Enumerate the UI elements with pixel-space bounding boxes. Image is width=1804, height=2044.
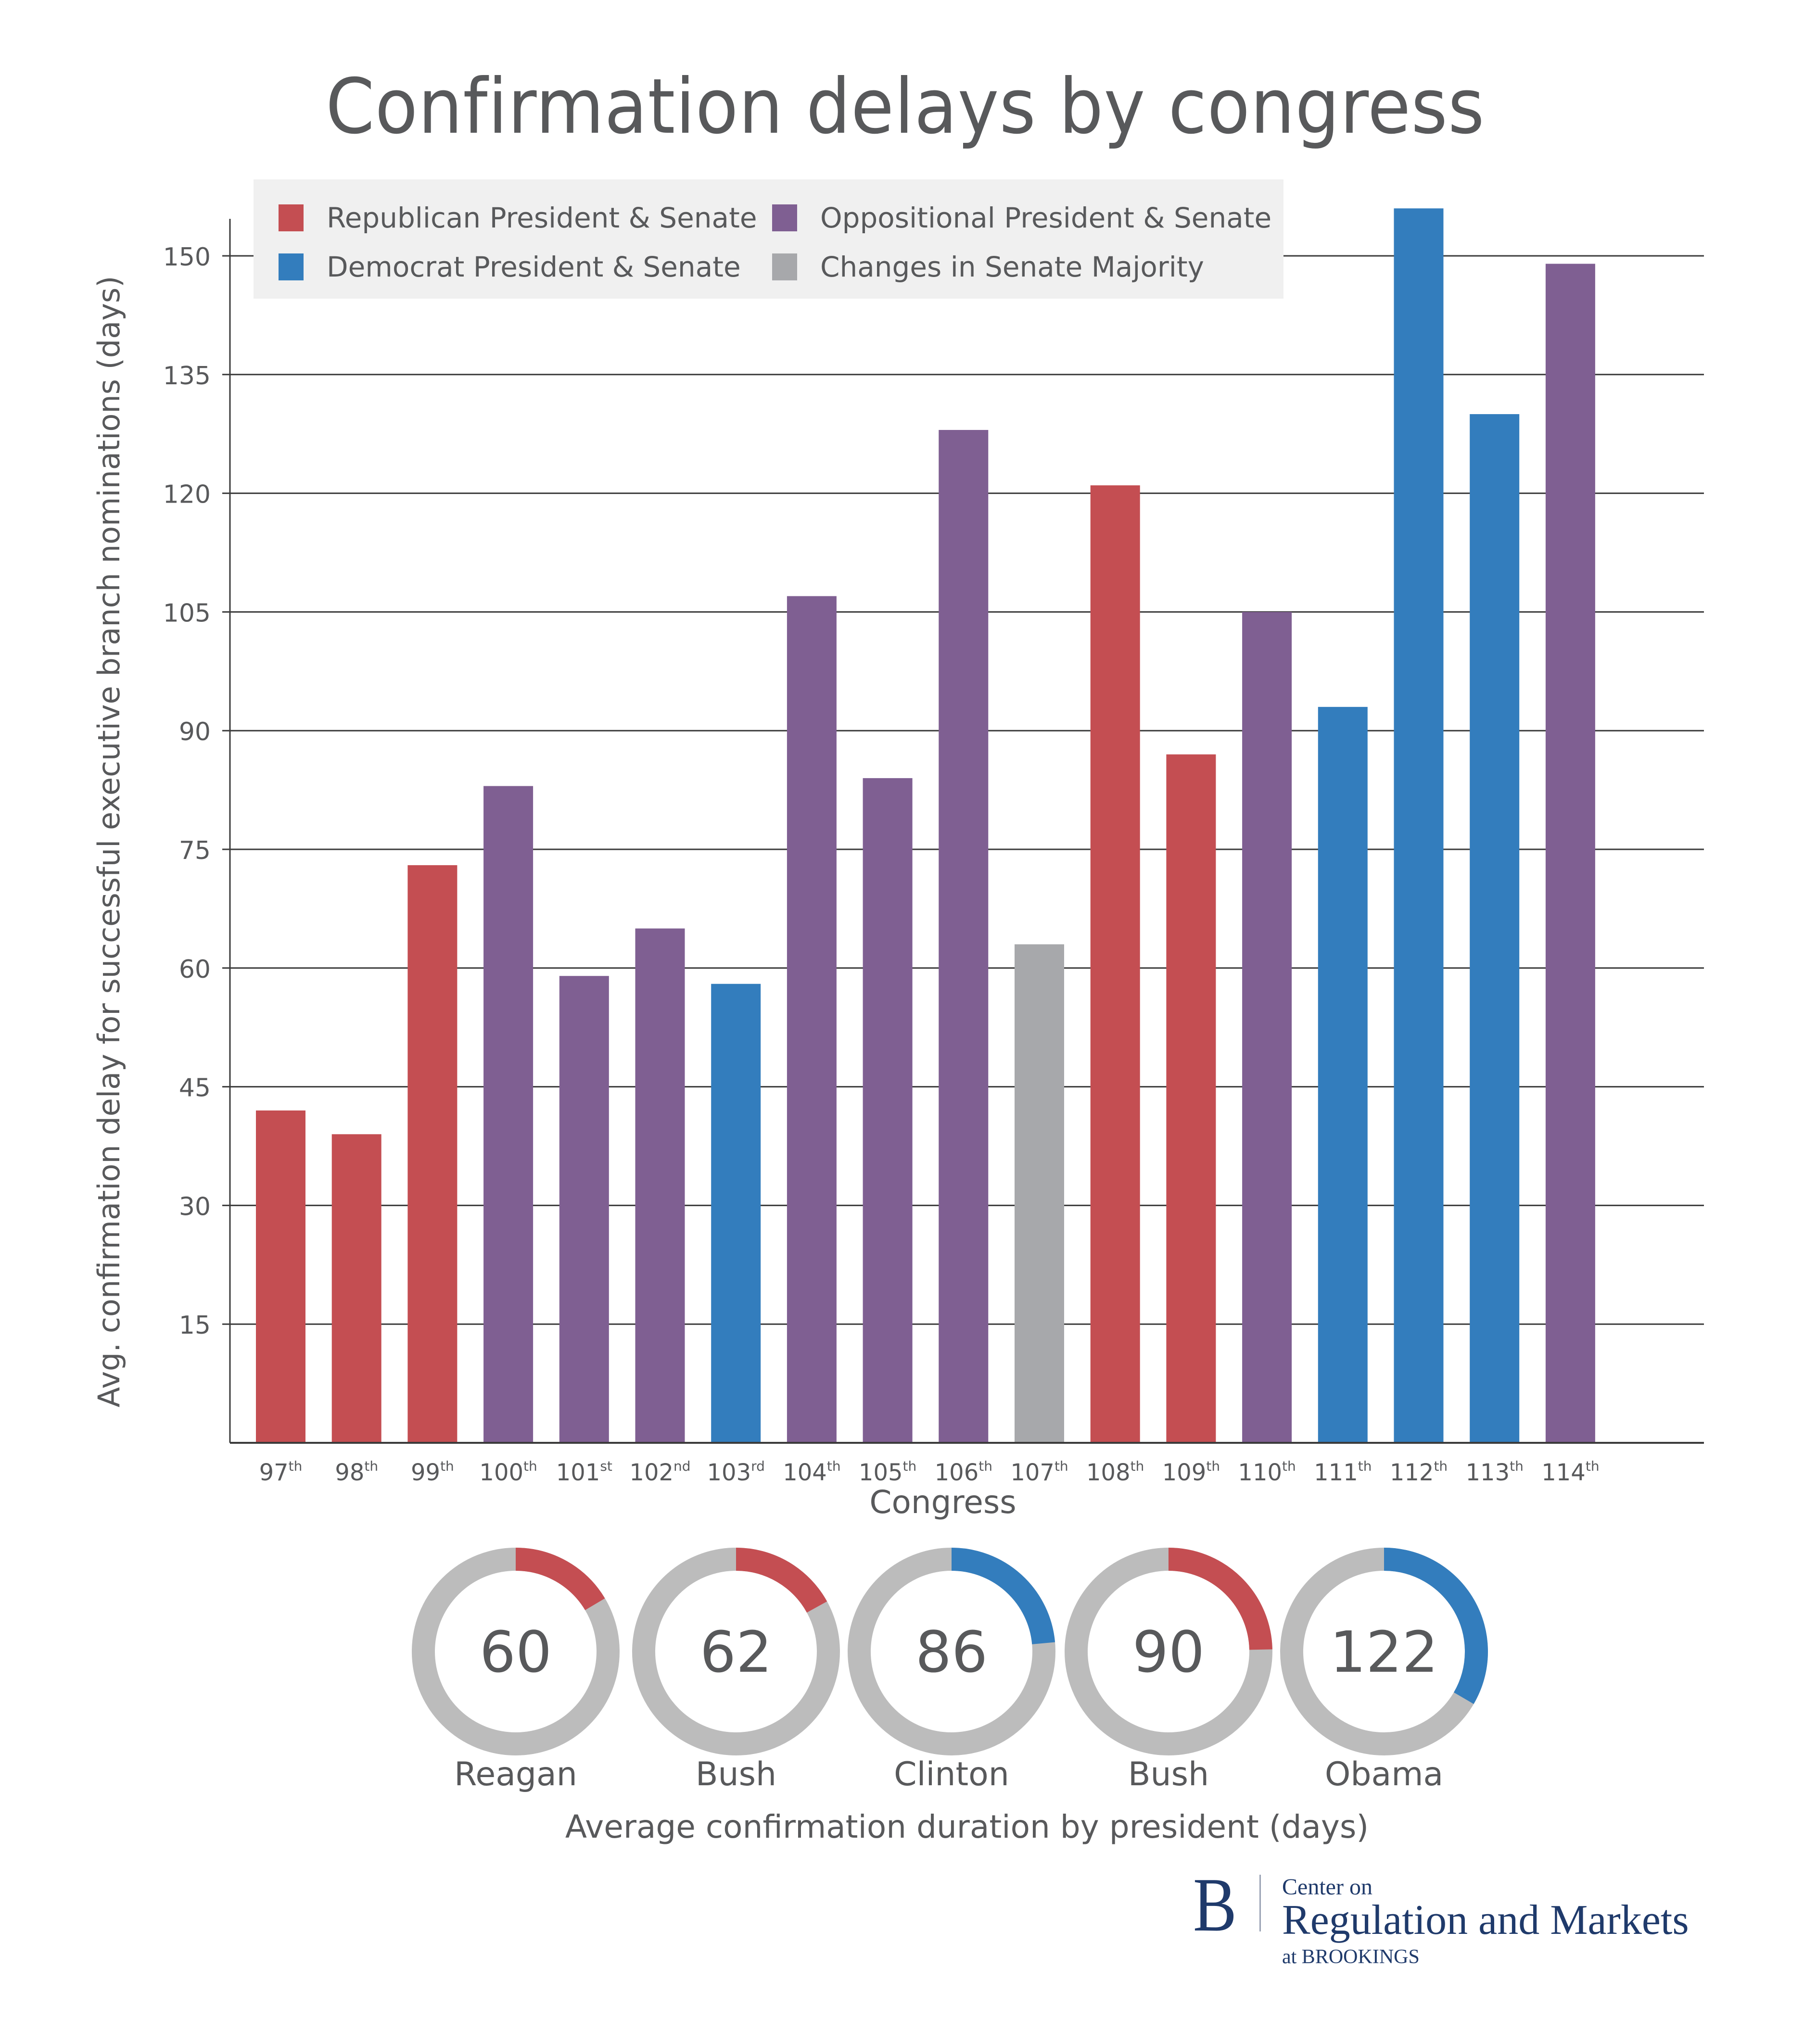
bar-106 bbox=[939, 429, 989, 1443]
x-tick-label: 103rd bbox=[707, 1458, 764, 1486]
donut-clinton: 86 bbox=[848, 1548, 1055, 1755]
legend-item-republican: Republican President & Senate bbox=[279, 202, 757, 234]
donut-arc bbox=[1168, 1548, 1272, 1650]
bar-98 bbox=[331, 1134, 381, 1443]
bar-100 bbox=[483, 786, 534, 1443]
legend-swatch-change bbox=[772, 253, 797, 280]
donut-arc bbox=[736, 1548, 827, 1613]
y-axis-title: Avg. confirmation delay for successful e… bbox=[91, 276, 127, 1408]
donut-value: 122 bbox=[1330, 1619, 1438, 1685]
bar-109 bbox=[1166, 754, 1216, 1443]
president-name: Clinton bbox=[894, 1755, 1009, 1793]
x-tick-label: 111th bbox=[1314, 1458, 1372, 1486]
x-tick-label: 104th bbox=[783, 1458, 840, 1486]
logo-line-3: at BROOKINGS bbox=[1282, 1946, 1420, 1968]
legend-item-democrat: Democrat President & Senate bbox=[279, 251, 741, 283]
x-tick-label: 106th bbox=[935, 1458, 992, 1486]
bars bbox=[256, 208, 1595, 1443]
donut-value: 62 bbox=[700, 1619, 772, 1685]
logo-line-1: Center on bbox=[1282, 1874, 1372, 1900]
donut-arc bbox=[1384, 1548, 1488, 1704]
president-name: Obama bbox=[1324, 1755, 1444, 1793]
bar-113 bbox=[1470, 414, 1520, 1443]
y-tick-label: 30 bbox=[179, 1192, 211, 1221]
donut-value: 60 bbox=[480, 1619, 552, 1685]
y-tick-label: 60 bbox=[179, 955, 211, 984]
bar-112 bbox=[1394, 208, 1444, 1443]
x-tick-label: 102nd bbox=[629, 1458, 690, 1486]
y-tick-labels: 15 30 45 60 75 90 105 120 135 150 bbox=[163, 243, 211, 1340]
x-tick-labels: 97th 98th 99th 100th 101st 102nd 103rd 104th 105… bbox=[259, 1458, 1600, 1486]
logo-line-2: Regulation and Markets bbox=[1282, 1897, 1689, 1943]
legend-label: Oppositional President & Senate bbox=[820, 202, 1272, 234]
legend-label: Republican President & Senate bbox=[327, 202, 757, 234]
logo-divider bbox=[1259, 1875, 1261, 1931]
president-name: Bush bbox=[1128, 1755, 1209, 1793]
donut-obama: 122 bbox=[1280, 1548, 1488, 1755]
x-tick-label: 99th bbox=[411, 1458, 454, 1486]
bar-97 bbox=[256, 1110, 305, 1443]
x-tick-label: 112th bbox=[1390, 1458, 1448, 1486]
y-tick-label: 120 bbox=[163, 480, 211, 509]
y-tick-label: 150 bbox=[163, 243, 211, 272]
legend-label: Democrat President & Senate bbox=[327, 251, 741, 283]
president-donuts: 60 62 86 90 122 bbox=[412, 1548, 1488, 1755]
y-tick-label: 105 bbox=[163, 599, 211, 628]
bar-105 bbox=[863, 778, 913, 1443]
bar-101 bbox=[559, 976, 609, 1443]
bar-102 bbox=[635, 928, 685, 1443]
legend-swatch-oppositional bbox=[772, 204, 797, 231]
donut-bush: 62 bbox=[632, 1548, 840, 1755]
x-tick-label: 108th bbox=[1086, 1458, 1144, 1486]
donut-bush: 90 bbox=[1065, 1548, 1272, 1755]
donut-value: 86 bbox=[915, 1619, 988, 1685]
donut-arc bbox=[951, 1548, 1055, 1645]
x-axis-title: Congress bbox=[869, 1484, 1016, 1521]
y-tick-label: 135 bbox=[163, 362, 211, 391]
x-tick-label: 110th bbox=[1238, 1458, 1296, 1486]
bar-114 bbox=[1545, 264, 1595, 1443]
bar-104 bbox=[787, 596, 837, 1443]
bar-99 bbox=[407, 865, 457, 1443]
x-tick-label: 101st bbox=[556, 1458, 612, 1486]
donut-caption: Average confirmation duration by preside… bbox=[565, 1808, 1369, 1845]
x-tick-label: 107th bbox=[1010, 1458, 1068, 1486]
donut-value: 90 bbox=[1132, 1619, 1205, 1685]
bar-110 bbox=[1242, 612, 1292, 1443]
x-tick-label: 97th bbox=[259, 1458, 303, 1486]
x-tick-label: 100th bbox=[479, 1458, 537, 1486]
y-tick-label: 90 bbox=[179, 718, 211, 746]
legend: Republican President & Senate Opposition… bbox=[254, 179, 1283, 299]
y-tick-label: 15 bbox=[179, 1311, 211, 1340]
legend-swatch-democrat bbox=[279, 253, 304, 280]
bar-108 bbox=[1090, 485, 1140, 1443]
x-tick-label: 113th bbox=[1466, 1458, 1524, 1486]
chart-title: Confirmation delays by congress bbox=[326, 63, 1485, 151]
president-name: Bush bbox=[695, 1755, 777, 1793]
legend-label: Changes in Senate Majority bbox=[820, 251, 1204, 283]
legend-item-change: Changes in Senate Majority bbox=[772, 251, 1204, 283]
x-tick-label: 98th bbox=[335, 1458, 378, 1486]
bar-111 bbox=[1318, 707, 1368, 1443]
brookings-b-icon: B bbox=[1193, 1862, 1237, 1947]
legend-swatch-republican bbox=[279, 204, 304, 231]
x-tick-label: 109th bbox=[1162, 1458, 1220, 1486]
legend-item-oppositional: Oppositional President & Senate bbox=[772, 202, 1271, 234]
bar-107 bbox=[1015, 944, 1064, 1443]
donut-arc bbox=[515, 1548, 605, 1611]
x-tick-label: 105th bbox=[859, 1458, 916, 1486]
bar-103 bbox=[711, 984, 761, 1443]
donut-reagan: 60 bbox=[412, 1548, 620, 1755]
president-name: Reagan bbox=[454, 1755, 577, 1793]
x-tick-label: 114th bbox=[1541, 1458, 1599, 1486]
y-tick-label: 75 bbox=[179, 836, 211, 865]
y-tick-label: 45 bbox=[179, 1074, 211, 1103]
axes bbox=[229, 219, 1704, 1444]
